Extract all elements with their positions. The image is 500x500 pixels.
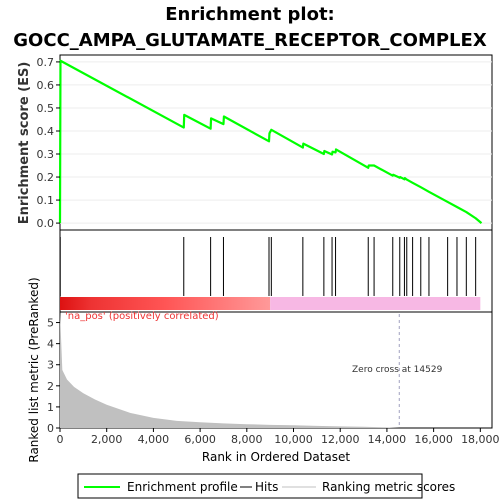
- axes-layer: 0.0 0.1 0.2 0.3 0.4 0.5 0.6 0.7 0 1 2 3 4 5 0 2,000 4,00…: [37, 56, 500, 446]
- xtick-label: 14,000: [368, 433, 407, 446]
- xtick-label: 6,000: [184, 433, 216, 446]
- metric-ytick-label: 3: [47, 359, 54, 372]
- es-ytick-label: 0.0: [37, 217, 55, 230]
- es-ytick-label: 0.6: [37, 79, 55, 92]
- xtick-label: 10,000: [274, 433, 313, 446]
- ranking-color-bar: [60, 297, 481, 310]
- es-panel-frame: [59, 54, 493, 231]
- es-ytick-label: 0.1: [37, 194, 55, 207]
- chart-title: Enrichment plot: GOCC_AMPA_GLUTAMATE_REC…: [0, 2, 500, 54]
- xtick-label: 16,000: [414, 433, 453, 446]
- metric-ytick-label: 2: [47, 380, 54, 393]
- title-line-2: GOCC_AMPA_GLUTAMATE_RECEPTOR_COMPLEX: [13, 30, 487, 51]
- legend-ranking-label: Ranking metric scores: [322, 480, 455, 494]
- negative-bar: [270, 297, 481, 310]
- xtick-label: 18,000: [461, 433, 500, 446]
- metric-ytick-label: 4: [47, 338, 54, 351]
- ranked-metric-area: [60, 312, 481, 428]
- es-ytick-label: 0.5: [37, 102, 55, 115]
- legend: Enrichment profile Hits Ranking metric s…: [77, 473, 455, 499]
- metric-panel-frame: [59, 311, 493, 429]
- xtick-label: 0: [57, 433, 64, 446]
- ranked-metric-layer: [60, 312, 481, 428]
- positive-bar: [60, 297, 271, 310]
- es-curve-layer: [58, 59, 483, 224]
- xtick-label: 4,000: [138, 433, 170, 446]
- es-ytick-label: 0.4: [37, 125, 55, 138]
- x-axis-label: Rank in Ordered Dataset: [202, 450, 350, 464]
- legend-enrichment-label: Enrichment profile: [127, 480, 238, 494]
- es-ytick-label: 0.3: [37, 148, 55, 161]
- es-ytick-label: 0.7: [37, 56, 55, 69]
- hits-layer: [59, 237, 477, 296]
- es-grid: [60, 61, 492, 224]
- xtick-label: 2,000: [91, 433, 123, 446]
- legend-box: [77, 473, 423, 499]
- metric-y-axis-label: Ranked list metric (PreRanked): [27, 277, 41, 462]
- xtick-label: 12,000: [321, 433, 360, 446]
- metric-ytick-label: 0: [47, 422, 54, 435]
- legend-hits-label: Hits: [255, 480, 278, 494]
- metric-ytick-label: 1: [47, 401, 54, 414]
- positive-correlation-label: 'na_pos' (positively correlated): [65, 311, 219, 322]
- metric-ytick-label: 5: [47, 317, 54, 330]
- title-line-1: Enrichment plot:: [165, 4, 335, 25]
- xtick-label: 8,000: [231, 433, 263, 446]
- zero-cross-label: Zero cross at 14529: [352, 365, 443, 375]
- es-curve: [58, 59, 483, 224]
- es-y-axis-label: Enrichment score (ES): [17, 62, 32, 225]
- es-ytick-label: 0.2: [37, 171, 55, 184]
